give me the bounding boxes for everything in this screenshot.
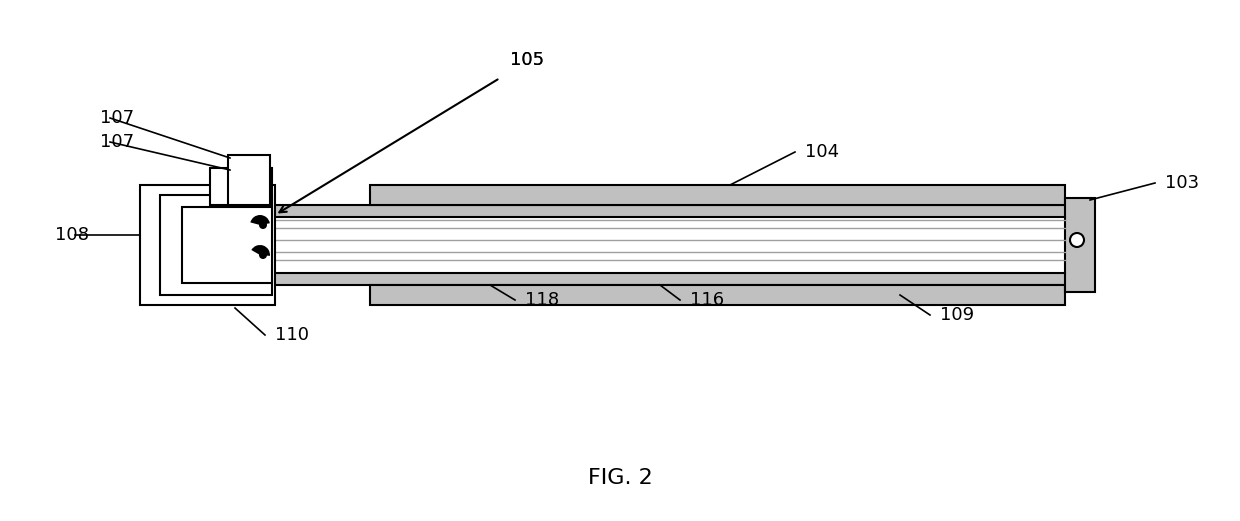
Bar — [140, 185, 275, 305]
Bar — [1065, 198, 1095, 292]
Text: 116: 116 — [689, 291, 724, 309]
Text: 110: 110 — [275, 326, 309, 344]
Wedge shape — [250, 215, 270, 225]
Text: FIG. 2: FIG. 2 — [588, 468, 652, 488]
Text: 105: 105 — [510, 51, 544, 69]
Text: 104: 104 — [805, 143, 839, 161]
Text: 103: 103 — [1166, 174, 1199, 192]
Text: 108: 108 — [55, 226, 89, 244]
Bar — [370, 285, 1065, 305]
Text: 107: 107 — [100, 109, 134, 127]
Text: 109: 109 — [940, 306, 975, 324]
Bar — [160, 195, 272, 295]
Bar — [370, 185, 1065, 205]
Wedge shape — [252, 245, 270, 256]
Circle shape — [259, 251, 267, 259]
Text: 118: 118 — [525, 291, 559, 309]
Circle shape — [259, 221, 267, 229]
Text: 107: 107 — [100, 133, 134, 151]
Bar — [228, 155, 270, 205]
Bar — [270, 217, 1078, 273]
Bar — [182, 207, 272, 283]
Bar — [210, 168, 272, 205]
Bar — [270, 205, 1090, 285]
Circle shape — [1070, 233, 1084, 247]
Text: 105: 105 — [510, 51, 544, 69]
